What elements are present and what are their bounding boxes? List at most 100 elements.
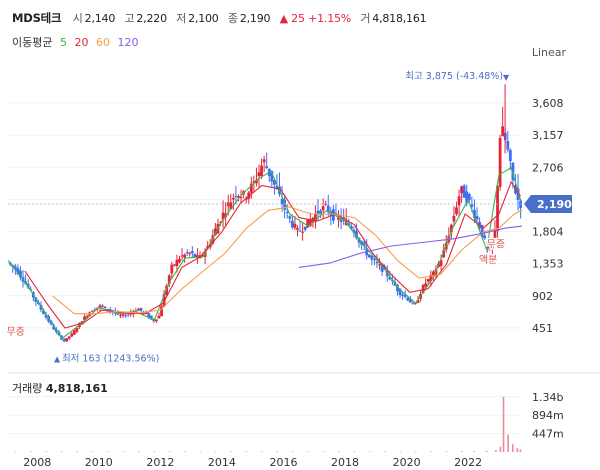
event-marker-label: 무증 <box>6 326 24 338</box>
min-label: 최저 163 (1243.56%) <box>62 353 159 364</box>
candle-body <box>229 202 233 210</box>
candle-body <box>93 309 97 311</box>
candle-body <box>442 250 446 258</box>
ma-120-line <box>298 225 523 268</box>
x-tick-label: 2018 <box>331 456 359 469</box>
volume-bar <box>153 451 155 452</box>
candle-body <box>316 210 320 215</box>
candle-body <box>301 231 305 233</box>
ma-60-label: 60 <box>95 36 110 49</box>
volume-bar <box>519 449 522 452</box>
candle-body <box>378 264 381 266</box>
volume-bar <box>461 451 463 452</box>
candle-body <box>188 252 192 254</box>
candle-body <box>306 219 310 228</box>
candle-body <box>121 313 125 316</box>
volume-bar <box>495 450 497 452</box>
candle-body <box>137 309 140 311</box>
volume-panel-label: 거래량 4,818,161 <box>12 380 108 396</box>
candle-body <box>201 254 204 256</box>
candle-body <box>65 338 69 342</box>
candle-body <box>401 294 405 296</box>
candle-body <box>298 230 302 232</box>
candle-body <box>221 212 225 220</box>
candle-body <box>175 259 179 267</box>
candle-body <box>411 302 415 304</box>
candle-body <box>157 315 161 319</box>
candle-body <box>106 308 110 310</box>
candle-body <box>406 297 410 301</box>
stock-name: MDS테크 <box>12 11 62 25</box>
candle-body <box>160 306 163 317</box>
volume-bar <box>76 451 79 452</box>
candle-body <box>303 226 307 230</box>
volume-bar <box>502 396 505 452</box>
candle-body <box>167 275 171 284</box>
volume-tick-label: 894m <box>532 409 564 422</box>
x-tick-label: 2020 <box>393 456 421 469</box>
ma-legend-label: 이동평균 <box>12 36 53 49</box>
candle-body <box>465 191 469 204</box>
x-tick-label: 2016 <box>269 456 297 469</box>
volume-label: 거 <box>360 12 371 25</box>
volume-value: 4,818,161 <box>372 12 427 25</box>
candle-body <box>293 223 297 228</box>
volume-bar <box>322 451 325 452</box>
candle-body <box>252 181 256 183</box>
candle-body <box>288 216 292 219</box>
candle-body <box>339 218 343 222</box>
volume-bar <box>516 448 519 452</box>
volume-bar <box>499 446 502 452</box>
candle-body <box>357 238 361 243</box>
volume-panel-value: 4,818,161 <box>45 382 108 395</box>
candle-body <box>16 268 20 274</box>
moving-average-legend[interactable]: 이동평균 5 20 60 120 <box>12 34 142 50</box>
candle-body <box>196 255 199 258</box>
volume-bar <box>30 451 32 452</box>
candle-body <box>119 315 122 317</box>
candle-body <box>347 223 351 226</box>
candle-body <box>470 204 474 207</box>
candle-body <box>462 185 466 198</box>
volume-bar <box>276 451 279 452</box>
volume-bar <box>107 451 109 452</box>
candle-body <box>496 185 499 232</box>
ma-60-line <box>52 206 523 315</box>
volume-bar <box>230 451 232 452</box>
candle-body <box>426 279 430 282</box>
volume-bar <box>338 451 340 452</box>
candle-body <box>337 217 340 220</box>
volume-bar <box>445 451 448 452</box>
scale-toggle[interactable]: Linear <box>531 46 566 59</box>
y-tick-label: 2,706 <box>532 161 564 174</box>
y-tick-label: 1,804 <box>532 226 564 239</box>
panel-divider <box>8 372 600 374</box>
volume-bar <box>511 444 514 452</box>
candle-body <box>488 246 492 250</box>
candle-body <box>213 228 217 235</box>
candle-body <box>275 186 279 190</box>
candle-body <box>101 305 104 307</box>
candle-body <box>75 327 79 332</box>
candle-body <box>272 179 276 185</box>
max-label: 최고 3,875 (-43.48%) <box>405 71 503 82</box>
volume-bar <box>199 451 202 452</box>
volume-tick-label: 447m <box>532 428 564 441</box>
candle-body <box>247 192 251 199</box>
volume-chart[interactable]: 447m 894m 1.34b 2008 2010 2012 2014 2016 2018 202… <box>0 376 600 470</box>
volume-bar <box>307 451 309 452</box>
candle-body <box>42 310 45 315</box>
low-value: 2,100 <box>188 12 219 25</box>
candle-body <box>403 294 407 297</box>
candle-body <box>432 271 435 277</box>
candle-body <box>501 126 505 137</box>
volume-bar <box>473 451 476 452</box>
candle-body <box>467 194 471 200</box>
candle-body <box>108 309 112 311</box>
high-label: 고 <box>124 12 135 25</box>
volume-bar <box>45 451 48 452</box>
y-tick-label: 3,157 <box>532 129 564 142</box>
y-tick-label: 1,353 <box>532 258 564 271</box>
volume-bar <box>485 450 488 452</box>
